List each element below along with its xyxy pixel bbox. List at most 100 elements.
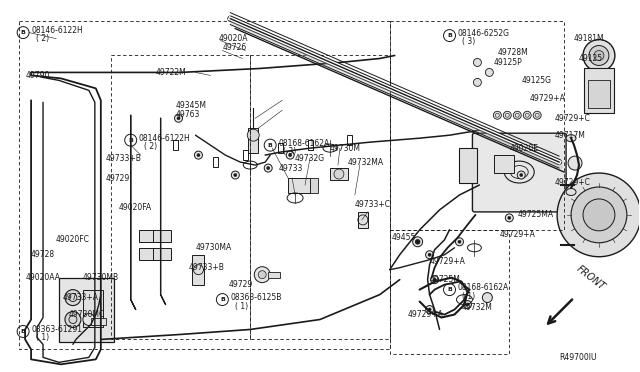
- Text: ( 1): ( 1): [463, 292, 476, 301]
- Circle shape: [517, 171, 525, 179]
- Bar: [193, 255, 204, 285]
- Text: 08363-6125B: 08363-6125B: [230, 293, 282, 302]
- Circle shape: [267, 167, 270, 170]
- Text: 49733+A: 49733+A: [63, 293, 99, 302]
- Circle shape: [568, 156, 582, 170]
- Ellipse shape: [566, 189, 576, 195]
- Text: ( 3): ( 3): [463, 37, 476, 46]
- Text: FRONT: FRONT: [574, 263, 607, 292]
- Text: 49345M: 49345M: [175, 101, 207, 110]
- Bar: [310, 178, 318, 193]
- Circle shape: [258, 271, 266, 279]
- Circle shape: [231, 171, 239, 179]
- Bar: [173, 140, 178, 150]
- Text: 49728M: 49728M: [497, 48, 528, 57]
- Circle shape: [415, 239, 420, 244]
- Text: 49125P: 49125P: [493, 58, 522, 67]
- Text: B: B: [268, 142, 273, 148]
- Bar: [288, 178, 310, 193]
- Text: 49181M: 49181M: [574, 34, 605, 43]
- Bar: [584, 68, 614, 113]
- Circle shape: [289, 154, 292, 157]
- Circle shape: [65, 311, 81, 327]
- Circle shape: [264, 164, 272, 172]
- Text: 08168-6162A: 08168-6162A: [278, 139, 330, 148]
- Text: 49455: 49455: [392, 233, 416, 242]
- Text: 49722M: 49722M: [156, 68, 186, 77]
- Text: 49733+B: 49733+B: [189, 263, 225, 272]
- Text: B: B: [447, 33, 452, 38]
- Bar: [308, 140, 312, 150]
- Text: 49730MB: 49730MB: [83, 273, 119, 282]
- Text: 49733+B: 49733+B: [106, 154, 141, 163]
- Text: 49730MA: 49730MA: [195, 243, 232, 252]
- Text: 08146-6122H: 08146-6122H: [31, 26, 83, 35]
- Circle shape: [413, 237, 422, 247]
- Circle shape: [466, 303, 469, 306]
- Ellipse shape: [566, 135, 576, 142]
- Text: ( 1): ( 1): [36, 333, 49, 342]
- Text: 49125G: 49125G: [521, 76, 551, 85]
- Circle shape: [557, 173, 640, 257]
- Text: 49790: 49790: [26, 71, 51, 80]
- Text: B: B: [447, 287, 452, 292]
- Text: ( 2): ( 2): [143, 142, 157, 151]
- Text: ( 2): ( 2): [36, 34, 49, 43]
- Bar: [460, 148, 477, 183]
- Bar: [243, 150, 248, 160]
- Circle shape: [474, 58, 481, 67]
- Text: 08146-6252G: 08146-6252G: [458, 29, 509, 38]
- Bar: [330, 168, 348, 180]
- Circle shape: [247, 129, 259, 141]
- Circle shape: [483, 293, 492, 302]
- Circle shape: [334, 169, 344, 179]
- Bar: [139, 248, 157, 260]
- Circle shape: [234, 173, 237, 177]
- Bar: [268, 272, 280, 278]
- FancyBboxPatch shape: [472, 133, 566, 212]
- Text: 49125: 49125: [579, 54, 603, 63]
- Circle shape: [506, 214, 513, 222]
- Circle shape: [589, 45, 609, 65]
- Bar: [588, 80, 610, 108]
- Circle shape: [83, 314, 95, 326]
- Text: 49020FA: 49020FA: [119, 203, 152, 212]
- Text: 49729+A: 49729+A: [499, 230, 535, 239]
- Circle shape: [513, 111, 521, 119]
- Circle shape: [177, 117, 180, 120]
- Text: 49729: 49729: [228, 280, 253, 289]
- Circle shape: [583, 199, 615, 231]
- Circle shape: [571, 187, 627, 243]
- Text: 49763: 49763: [175, 110, 200, 119]
- Circle shape: [433, 278, 436, 281]
- Bar: [59, 278, 114, 342]
- Circle shape: [431, 276, 438, 283]
- Text: ( 1): ( 1): [236, 302, 248, 311]
- Bar: [139, 230, 157, 242]
- Circle shape: [485, 68, 493, 76]
- Text: B: B: [20, 30, 26, 35]
- Bar: [152, 230, 171, 242]
- Circle shape: [474, 78, 481, 86]
- Text: 49729: 49729: [106, 173, 130, 183]
- Text: 49717M: 49717M: [555, 131, 586, 140]
- Circle shape: [524, 111, 531, 119]
- Bar: [91, 318, 106, 326]
- Bar: [278, 143, 283, 153]
- Text: 08168-6162A: 08168-6162A: [458, 283, 509, 292]
- Circle shape: [426, 251, 433, 259]
- Circle shape: [175, 114, 182, 122]
- Circle shape: [493, 111, 501, 119]
- Text: 49729+C: 49729+C: [555, 114, 591, 123]
- Circle shape: [254, 267, 270, 283]
- Circle shape: [428, 308, 431, 311]
- Text: 49733: 49733: [278, 164, 303, 173]
- Text: 49732M: 49732M: [461, 303, 492, 312]
- Circle shape: [426, 305, 433, 314]
- Circle shape: [195, 151, 202, 159]
- Text: 49020E: 49020E: [509, 144, 538, 153]
- Bar: [152, 248, 171, 260]
- Circle shape: [520, 173, 523, 177]
- Circle shape: [428, 253, 431, 256]
- Text: 49729+C: 49729+C: [555, 177, 591, 186]
